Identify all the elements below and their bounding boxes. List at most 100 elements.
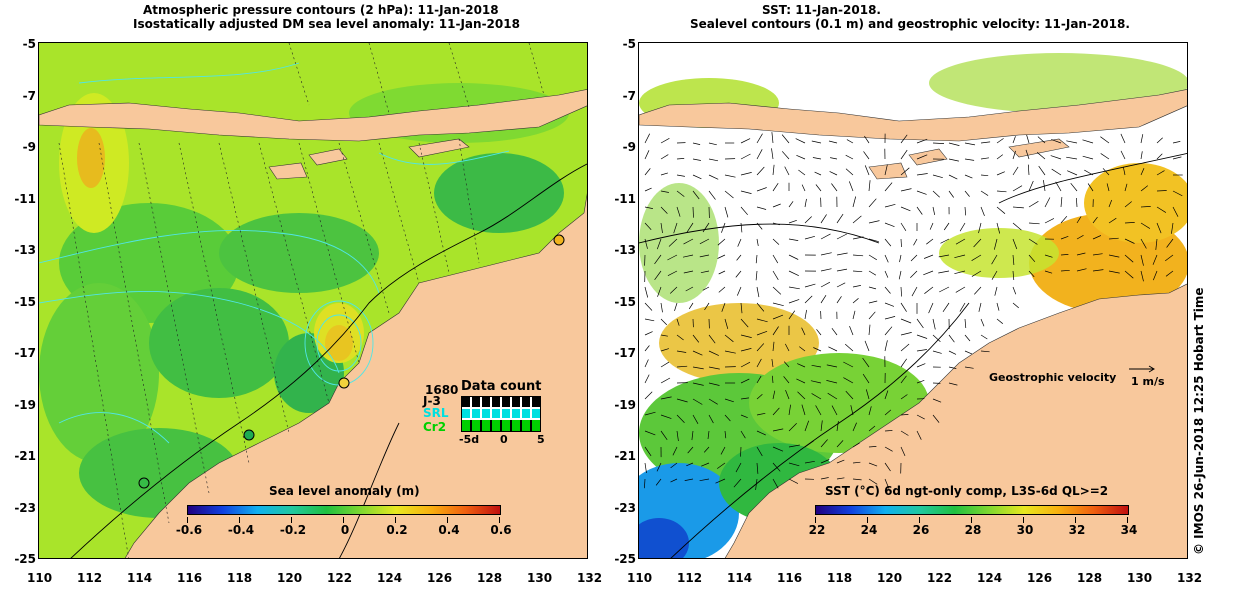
velocity-arrow [644, 150, 650, 160]
velocity-arrow [884, 270, 889, 278]
velocity-arrow [724, 206, 729, 218]
velocity-arrow [996, 171, 1005, 176]
velocity-arrow [644, 391, 653, 400]
velocity-arrow [820, 420, 823, 432]
velocity-arrow [932, 142, 945, 144]
velocity-arrow [1152, 254, 1158, 265]
velocity-arrow [771, 148, 774, 160]
left-title-2: Isostatically adjusted DM sea level anom… [133, 17, 520, 31]
velocity-arrow [932, 190, 940, 198]
lat-tick-label: -9 [22, 140, 36, 154]
sea-level-contours [639, 152, 1187, 558]
colorbar-tick-mark [239, 517, 240, 523]
velocity-arrow [740, 334, 752, 338]
geostrophic-velocity-arrows [644, 132, 1183, 490]
velocity-arrow [756, 343, 765, 352]
tide-gauge-marker [338, 377, 350, 389]
velocity-arrow [644, 359, 649, 368]
velocity-arrow [644, 374, 650, 384]
velocity-arrow [1156, 153, 1163, 160]
velocity-arrow [668, 238, 678, 247]
lat-tick-label: -23 [614, 500, 636, 515]
velocity-arrow [692, 174, 702, 180]
velocity-arrow [899, 254, 902, 263]
velocity-arrow [660, 414, 672, 419]
velocity-arrow [660, 154, 669, 160]
velocity-arrow [783, 361, 790, 368]
velocity-arrow [740, 348, 752, 352]
velocity-arrow [900, 134, 908, 144]
lat-tick-label: -7 [622, 88, 636, 103]
velocity-arrow [916, 206, 923, 215]
colorbar-tick-mark [1075, 517, 1076, 523]
velocity-arrow [781, 151, 790, 160]
velocity-arrow [660, 348, 670, 352]
lon-tick-label: 128 [1077, 571, 1103, 585]
velocity-arrow [788, 462, 800, 467]
isobar-line [70, 163, 587, 558]
velocity-arrow [868, 324, 871, 336]
velocity-arrow [1172, 190, 1183, 197]
velocity-arrow [724, 174, 736, 178]
velocity-arrow [1100, 153, 1110, 160]
velocity-arrow [910, 254, 918, 262]
mission-srl: SRL [423, 406, 449, 420]
velocity-arrow [804, 309, 807, 320]
velocity-arrow [1140, 222, 1151, 229]
velocity-arrow [811, 393, 822, 400]
velocity-arrow [980, 174, 989, 177]
velocity-arrow [804, 420, 810, 432]
velocity-arrow [943, 222, 950, 231]
velocity-arrow [884, 238, 892, 247]
velocity-arrow [1124, 201, 1132, 208]
velocity-arrow [1012, 150, 1016, 160]
velocity-arrow [831, 405, 838, 416]
velocity-arrow [852, 254, 864, 257]
velocity-arrow [676, 334, 684, 341]
velocity-arrow [1092, 235, 1102, 240]
velocity-arrow [784, 343, 790, 352]
colorbar-tick-label: 26 [912, 523, 930, 537]
velocity-arrow [656, 462, 662, 472]
colorbar-tick-label: 0.2 [386, 523, 408, 537]
velocity-arrow [740, 430, 746, 439]
velocity-arrow [708, 158, 719, 162]
velocity-arrow [1087, 183, 1094, 192]
velocity-arrow [852, 310, 856, 320]
velocity-arrow [868, 311, 876, 320]
velocity-arrow [644, 462, 647, 474]
velocity-arrow [756, 318, 768, 323]
velocity-arrow [692, 382, 704, 386]
velocity-arrow [942, 302, 950, 312]
velocity-arrow [916, 318, 924, 329]
velocity-arrow [1108, 254, 1120, 258]
lon-tick-label: 124 [977, 571, 1003, 585]
velocity-arrow [740, 190, 752, 194]
velocity-arrow [849, 325, 854, 336]
velocity-arrow [964, 142, 976, 146]
velocity-arrow [820, 477, 829, 480]
velocity-arrow [813, 347, 822, 352]
velocity-arrow [836, 459, 845, 464]
velocity-arrow [799, 346, 806, 352]
data-count-title: Data count [461, 379, 542, 394]
velocity-arrow [756, 358, 762, 368]
sst-map: Geostrophic velocity 1 m/s SST (°C) 6d n… [638, 42, 1188, 559]
velocity-arrow [939, 286, 950, 293]
velocity-arrow [836, 296, 842, 304]
velocity-arrow [772, 341, 775, 352]
velocity-arrow [644, 133, 651, 144]
velocity-arrow [788, 238, 799, 241]
velocity-arrow [996, 302, 1000, 311]
velocity-arrow [804, 283, 816, 288]
colorbar-tick-label: 22 [808, 523, 826, 537]
velocity-arrow [1120, 150, 1126, 160]
velocity-arrow [831, 327, 838, 336]
sla-colorbar [187, 505, 501, 515]
velocity-arrow [868, 220, 880, 224]
velocity-arrow [900, 206, 911, 212]
velocity-arrow [868, 425, 876, 432]
velocity-arrow [864, 135, 870, 144]
velocity-arrow [740, 222, 743, 233]
velocity-arrow [676, 190, 685, 197]
